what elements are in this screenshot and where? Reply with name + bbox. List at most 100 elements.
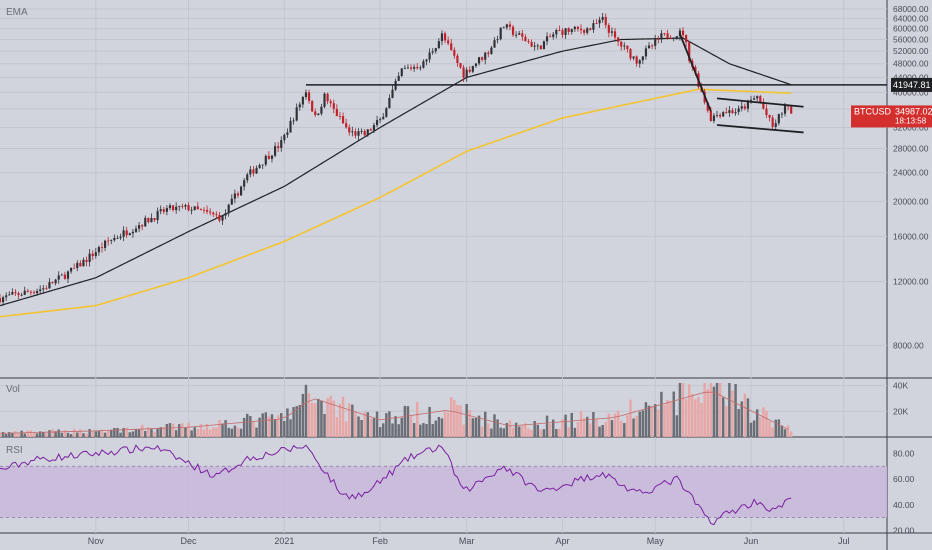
volume-bar <box>419 424 422 437</box>
volume-bar <box>255 427 258 437</box>
candle-body <box>51 282 54 284</box>
volume-tick-label: 20K <box>893 406 908 416</box>
candle-body <box>144 217 147 227</box>
candle-body <box>329 101 332 104</box>
volume-bar <box>100 429 104 437</box>
candle-body <box>224 213 227 216</box>
volume-bar <box>323 414 326 437</box>
price-tick-label: 64000.00 <box>893 14 929 24</box>
volume-bar <box>69 434 73 437</box>
candle-body <box>63 274 66 279</box>
candle-body <box>323 93 326 107</box>
rsi-tick-label: 60.00 <box>893 474 915 484</box>
candle-body <box>88 253 91 262</box>
volume-bar <box>35 433 39 437</box>
candle-body <box>635 56 638 64</box>
volume-bar <box>431 423 434 437</box>
candle-body <box>54 279 57 284</box>
candle-body <box>264 155 267 165</box>
volume-bar <box>428 406 431 437</box>
volume-bar <box>502 428 506 437</box>
candle-body <box>746 100 750 109</box>
volume-bar <box>0 434 2 437</box>
candle-body <box>777 114 780 124</box>
candle-body <box>403 68 406 69</box>
candle-body <box>496 39 499 41</box>
volume-bar <box>780 425 784 437</box>
candle-body <box>657 39 660 40</box>
date-tick-label: Dec <box>181 536 198 546</box>
volume-bar <box>539 429 543 437</box>
date-tick-label: Mar <box>459 536 475 546</box>
candle-body <box>447 40 450 44</box>
volume-bar <box>385 413 388 437</box>
candle-body <box>511 26 515 35</box>
volume-bar <box>619 420 623 437</box>
candle-body <box>549 36 552 38</box>
candle-body <box>660 33 663 40</box>
candle-body <box>515 34 518 36</box>
volume-bar <box>366 412 370 437</box>
volume-bar <box>632 418 635 437</box>
candle-body <box>202 209 206 211</box>
candle-body <box>409 67 413 69</box>
volume-bar <box>653 404 657 437</box>
volume-bar <box>524 423 527 437</box>
volume-bar <box>4 434 8 437</box>
volume-bar <box>604 421 607 437</box>
volume-bar <box>613 413 617 437</box>
volume-bar <box>289 419 292 437</box>
rsi-tick-label: 20.00 <box>893 525 915 535</box>
candle-body <box>428 52 431 60</box>
volume-bar <box>301 393 305 437</box>
candle-body <box>756 96 759 99</box>
volume-bar <box>542 429 546 437</box>
candle-body <box>592 23 595 30</box>
volume-bar <box>168 423 172 437</box>
candle-body <box>199 209 202 210</box>
candle-body <box>527 41 530 43</box>
candle-body <box>20 294 23 296</box>
volume-bar <box>103 432 107 437</box>
volume-bar <box>650 405 654 437</box>
volume-bar <box>375 411 379 437</box>
candle-body <box>431 51 434 53</box>
volume-bar <box>715 383 719 437</box>
volume-bar <box>295 406 298 437</box>
volume-bar <box>38 431 42 437</box>
volume-bar <box>607 413 611 437</box>
volume-bar <box>264 412 268 437</box>
candle-body <box>150 217 153 223</box>
volume-bar <box>48 430 51 437</box>
volume-bar <box>267 416 271 437</box>
candle-body <box>743 106 746 109</box>
candle-body <box>734 112 737 114</box>
candle-body <box>416 67 419 69</box>
volume-bar <box>147 427 150 437</box>
volume-bar <box>391 423 394 437</box>
candle-body <box>39 289 42 292</box>
volume-bar <box>193 427 196 437</box>
candle-body <box>286 132 289 135</box>
date-tick-label: Jun <box>744 536 759 546</box>
ema-short-line <box>0 37 792 307</box>
candle-body <box>134 228 138 232</box>
volume-bar <box>283 421 286 437</box>
volume-bar <box>128 432 132 437</box>
candle-body <box>159 209 162 212</box>
candle-body <box>11 292 14 295</box>
candle-body <box>654 39 657 46</box>
volume-bar <box>144 430 147 437</box>
candle-body <box>484 52 487 60</box>
candle-body <box>765 108 768 116</box>
candle-body <box>97 247 100 253</box>
volume-bar <box>570 412 573 437</box>
volume-bar <box>480 426 484 437</box>
candle-body <box>397 75 400 81</box>
volume-bar <box>150 429 153 437</box>
volume-bar <box>774 419 777 437</box>
volume-bar <box>490 428 493 437</box>
candle-body <box>573 26 576 30</box>
volume-bar <box>242 417 246 437</box>
